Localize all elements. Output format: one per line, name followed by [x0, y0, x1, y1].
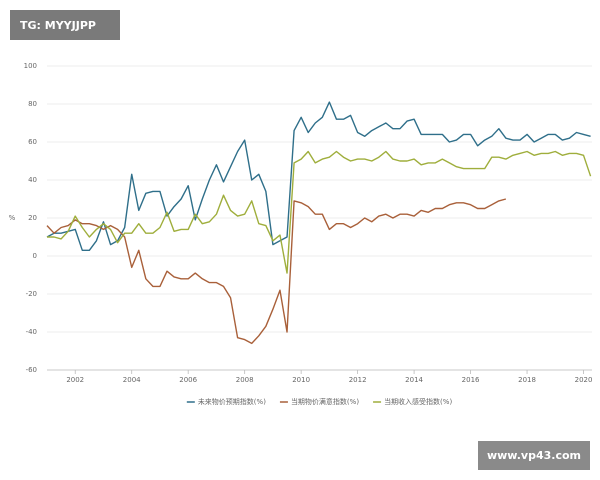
legend-label: 当期物价满意指数(%)	[291, 397, 359, 406]
y-tick-label: -40	[26, 328, 37, 336]
watermark-box	[10, 10, 120, 40]
x-tick-label: 2002	[66, 376, 84, 384]
y-tick-label: -20	[26, 290, 37, 298]
y-tick-label: 60	[28, 138, 37, 146]
x-tick-label: 2018	[518, 376, 536, 384]
y-tick-label: 0	[33, 252, 37, 260]
x-tick-label: 2014	[405, 376, 423, 384]
legend-label: 未来物价预期指数(%)	[198, 397, 266, 406]
x-tick-label: 2006	[179, 376, 197, 384]
x-tick-label: 2008	[236, 376, 254, 384]
line	[47, 150, 592, 274]
y-tick-label: 20	[28, 214, 37, 222]
x-tick-label: 2020	[575, 376, 593, 384]
y-tick-label: -60	[26, 366, 37, 374]
legend-label: 当期收入感受指数(%)	[384, 397, 452, 406]
x-tick-label: 2016	[462, 376, 480, 384]
y-tick-label: 100	[24, 62, 37, 70]
x-tick-label: 2004	[123, 376, 141, 384]
watermark-box	[478, 441, 590, 470]
watermark: www.vp43.com	[487, 449, 581, 462]
y-tick-label: 80	[28, 100, 37, 108]
x-tick-label: 2010	[292, 376, 310, 384]
y-tick-label: 40	[28, 176, 37, 184]
line	[46, 101, 591, 251]
y-axis-label: %	[9, 214, 16, 222]
x-tick-label: 2012	[349, 376, 367, 384]
watermark: TG: MYYJJPP	[20, 19, 96, 32]
